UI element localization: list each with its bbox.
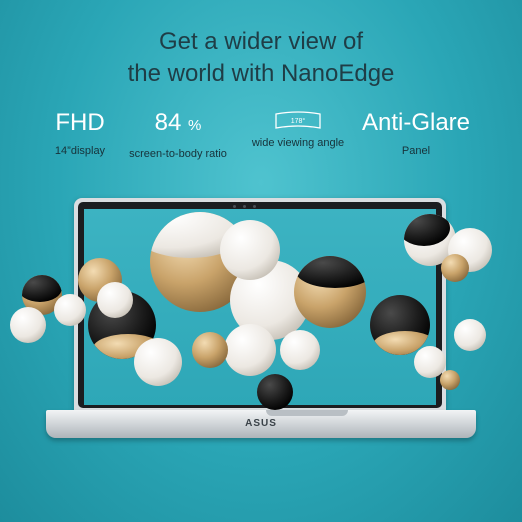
feature-fhd-caption: 14”display (40, 144, 120, 158)
sphere-white (10, 307, 46, 343)
sphere-black-cap (18, 274, 62, 302)
feature-angle: 178° wide viewing angle (236, 108, 360, 150)
feature-panel-value: Anti-Glare (350, 108, 482, 138)
feature-angle-caption: wide viewing angle (236, 136, 360, 150)
feature-fhd: FHD 14”display (40, 108, 120, 158)
brand-logo: ASUS (237, 418, 285, 429)
feature-ratio-unit: % (188, 117, 201, 134)
sphere-white (448, 228, 492, 272)
feature-panel-caption: Panel (350, 144, 482, 158)
viewing-angle-icon: 178° (273, 110, 323, 132)
feature-ratio-value: 84 (155, 109, 182, 136)
feature-ratio: 84 % screen-to-body ratio (116, 108, 240, 161)
webcam-lens (243, 205, 246, 208)
laptop-screen (84, 209, 436, 405)
headline-line-1: Get a wider view of (0, 26, 522, 58)
headline: Get a wider view of the world with NanoE… (0, 26, 522, 90)
feature-ratio-value-wrap: 84 % (116, 108, 240, 141)
webcam-dot (253, 205, 256, 208)
sphere-white (454, 319, 486, 351)
feature-fhd-value: FHD (40, 108, 120, 138)
laptop-hinge-notch (266, 410, 348, 416)
feature-panel: Anti-Glare Panel (350, 108, 482, 158)
viewing-angle-label: 178° (291, 117, 306, 125)
sphere-gold (22, 275, 62, 315)
feature-ratio-caption: screen-to-body ratio (116, 147, 240, 161)
webcam-dot (233, 205, 236, 208)
headline-line-2: the world with NanoEdge (0, 58, 522, 90)
